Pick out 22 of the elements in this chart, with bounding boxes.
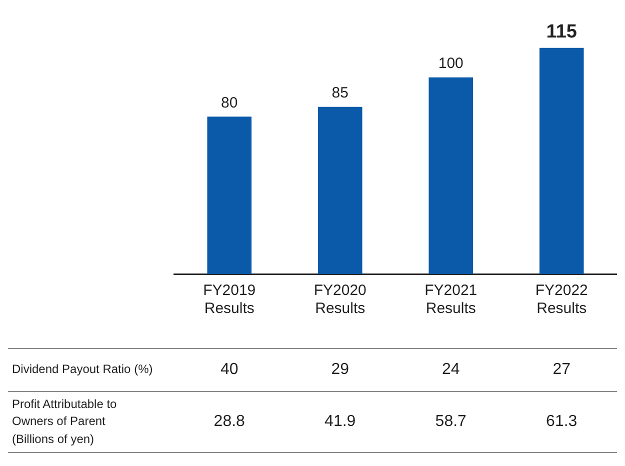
data-label: 80	[221, 94, 238, 112]
text: Profit Attributable to Owners of Parent (Billions of yen)	[11, 396, 118, 448]
text: 29	[330, 361, 350, 379]
text: 41.9	[324, 413, 357, 431]
bar	[207, 116, 252, 274]
text: 61.3	[545, 413, 578, 431]
bar	[318, 106, 362, 274]
data-label: 85	[332, 84, 348, 102]
data-label: 115	[546, 22, 578, 43]
text: 27	[552, 361, 572, 379]
x-tick-label: FY2019 Results	[203, 282, 256, 318]
bar	[428, 77, 474, 274]
data-label: 100	[438, 54, 464, 72]
text: 40	[219, 361, 240, 379]
text: 24	[440, 361, 461, 379]
x-tick-label: FY2021 Results	[424, 282, 478, 318]
text: Dividend Payout Ratio (%)	[11, 361, 154, 378]
text: 58.7	[434, 413, 468, 431]
x-tick-label: FY2022 Results	[535, 282, 588, 318]
text: 28.8	[212, 413, 246, 431]
bar	[539, 48, 584, 274]
x-tick-label: FY2020 Results	[314, 282, 366, 318]
